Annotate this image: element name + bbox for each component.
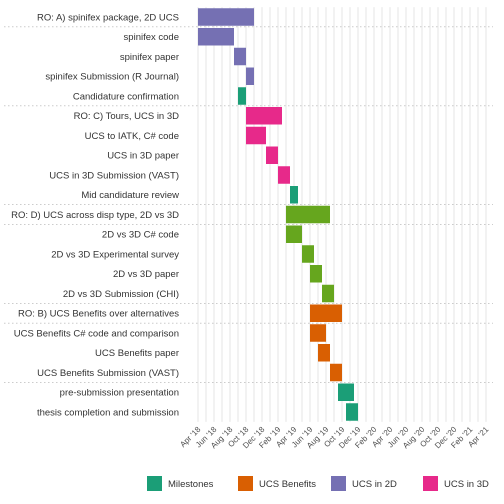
task-bar <box>310 304 342 322</box>
task-bar <box>198 8 254 26</box>
row-labels: RO: A) spinifex package, 2D UCS spinifex … <box>11 12 179 418</box>
grid <box>197 7 487 422</box>
task-bar <box>310 324 326 342</box>
legend-swatch <box>238 476 253 491</box>
task-label: RO: C) Tours, UCS in 3D <box>74 111 180 122</box>
task-label: RO: A) spinifex package, 2D UCS <box>37 12 179 23</box>
legend: Milestones UCS Benefits UCS in 2D UCS in 3D… <box>147 476 489 491</box>
legend-swatch <box>147 476 162 491</box>
task-bar <box>246 126 266 145</box>
task-label: 2D vs 3D paper <box>113 269 179 280</box>
legend-label: UCS in 3D <box>444 479 489 490</box>
task-label: pre-submission presentation <box>60 388 179 399</box>
task-bar <box>302 245 314 263</box>
legend-label: UCS Benefits <box>259 479 316 490</box>
task-bar <box>286 225 302 243</box>
task-label: RO: D) UCS across disp type, 2D vs 3D <box>11 210 179 221</box>
task-label: Mid candidature review <box>81 190 179 201</box>
task-label: UCS Benefits paper <box>95 348 179 359</box>
task-label: spinifex Submission (R Journal) <box>45 72 179 83</box>
legend-label: UCS in 2D <box>352 479 397 490</box>
task-bar <box>338 383 354 401</box>
task-label: thesis completion and submission <box>37 407 179 418</box>
task-label: spinifex paper <box>120 52 179 63</box>
task-bars <box>198 8 358 421</box>
task-label: UCS Benefits C# code and comparison <box>14 328 179 339</box>
task-label: spinifex code <box>124 32 179 43</box>
task-bar <box>346 403 358 421</box>
task-bar <box>266 146 278 164</box>
task-bar <box>330 363 342 382</box>
task-label: 2D vs 3D C# code <box>102 230 179 241</box>
task-bar <box>246 67 254 85</box>
task-bar <box>278 166 290 184</box>
task-label: RO: B) UCS Benefits over alternatives <box>18 309 179 320</box>
group-separators <box>4 26 493 383</box>
task-bar <box>310 265 322 283</box>
legend-swatch <box>423 476 438 491</box>
legend-swatch <box>331 476 346 491</box>
task-bar <box>234 47 246 66</box>
task-bar <box>238 87 246 105</box>
task-label: 2D vs 3D Experimental survey <box>51 249 179 260</box>
task-bar <box>198 28 234 46</box>
task-bar <box>322 284 334 303</box>
task-bar <box>318 344 330 362</box>
task-label: 2D vs 3D Submission (CHI) <box>63 289 179 300</box>
task-label: UCS to IATK, C# code <box>85 131 179 142</box>
task-label: UCS in 3D paper <box>107 151 179 162</box>
legend-label: Milestones <box>168 479 214 490</box>
task-bar <box>246 107 282 125</box>
task-bar <box>290 186 298 204</box>
task-label: Candidature confirmation <box>73 91 179 102</box>
task-bar <box>286 205 330 224</box>
task-label: UCS Benefits Submission (VAST) <box>37 368 179 379</box>
task-label: UCS in 3D Submission (VAST) <box>49 170 179 181</box>
